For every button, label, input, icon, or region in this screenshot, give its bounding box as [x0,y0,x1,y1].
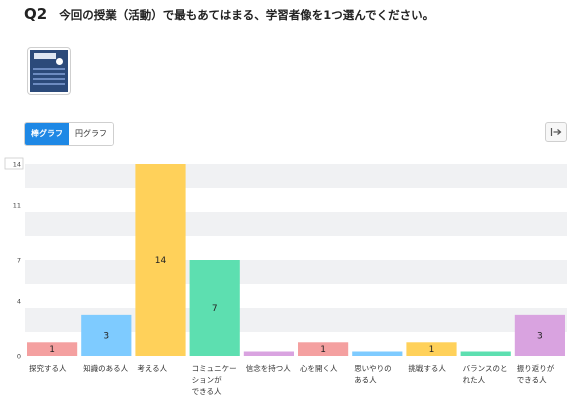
x-category-label: 考える人 [137,364,167,373]
bar-value-label: 3 [103,331,109,341]
document-thumbnail-icon [30,50,68,92]
x-category-label: 振り返りが [517,363,555,373]
export-arrow-icon [550,128,562,136]
bar [243,351,294,356]
bar [135,164,186,356]
export-button[interactable] [545,122,567,142]
x-category-label: ある人 [354,376,377,385]
bar-value-label: 3 [537,331,543,341]
bar [514,314,565,356]
bar-value-label: 1 [429,345,435,355]
x-category-label: コミュニケー [192,364,237,373]
x-category-label: 思いやりの [354,364,392,373]
bar-value-label: 14 [155,256,167,266]
y-tick-label: 14 [13,161,21,169]
bar-graph-tab[interactable]: 棒グラフ [25,123,69,145]
bar-value-label: 7 [212,304,218,314]
y-tick-label: 7 [17,257,21,265]
bar [189,260,240,356]
pie-graph-tab[interactable]: 円グラフ [69,123,113,145]
y-tick-label: 4 [17,298,21,306]
x-category-label: れた人 [463,376,486,385]
y-max-badge [4,157,24,170]
grid-band [25,212,567,236]
x-category-label: ションが [192,375,222,385]
x-category-label: 知識のある人 [83,363,128,373]
bar [460,351,511,356]
bar-value-label: 1 [49,345,55,355]
grid-band [25,164,567,188]
x-category-label: できる人 [517,376,547,385]
bar [27,342,78,356]
x-category-label: バランスのと [463,364,508,373]
bar [298,342,349,356]
x-category-label: できる人 [192,387,222,396]
y-tick-label: 0 [17,353,21,361]
bar [352,351,403,356]
x-category-label: 挑戦する人 [408,363,446,373]
x-category-label: 信念を持つ人 [246,363,291,373]
attachment-thumbnail[interactable] [27,47,71,95]
question-text: 今回の授業（活動）で最もあてはまる、学習者像を1つ選んでください。 [59,8,435,22]
bar [81,314,132,356]
grid-band [25,260,567,284]
x-category-label: 探究する人 [29,363,67,373]
y-tick-label: 11 [13,202,21,210]
x-category-label: 心を開く人 [300,364,338,373]
question-header: Q2 今回の授業（活動）で最もあてはまる、学習者像を1つ選んでください。 [24,5,434,27]
bar-chart: 04711141探究する人3知識のある人14考える人7コミュニケーションができる… [4,157,567,396]
bar-value-label: 1 [320,345,326,355]
chart-view-toggle: 棒グラフ 円グラフ [24,122,114,146]
question-number: Q2 [24,5,48,23]
bar [406,342,457,356]
